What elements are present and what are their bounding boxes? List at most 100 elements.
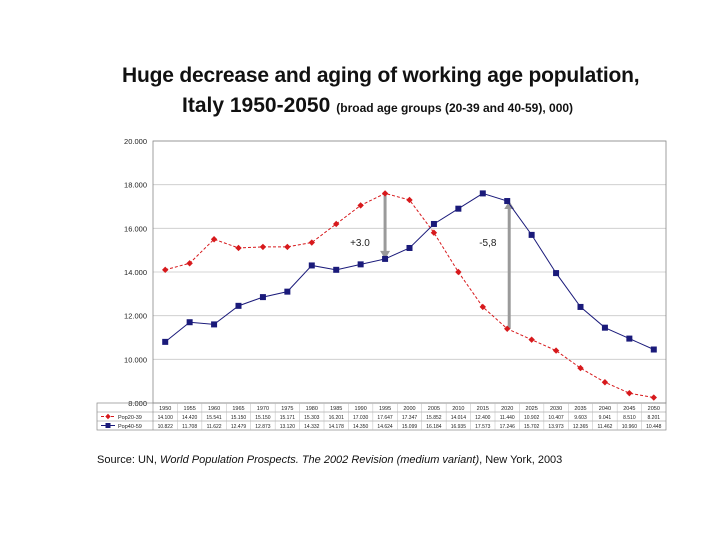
annotation-label: -5,8	[479, 238, 497, 249]
data-point	[382, 255, 389, 262]
table-value: 17.573	[475, 424, 491, 430]
data-point	[406, 196, 413, 204]
table-value: 10.822	[158, 424, 174, 430]
table-value: 14.350	[353, 424, 369, 430]
subtitle-main: Italy 1950-2050	[182, 94, 331, 117]
data-point	[577, 364, 584, 372]
data-point	[479, 190, 486, 197]
data-point	[455, 268, 462, 276]
data-point	[577, 303, 584, 310]
table-value: 10.407	[548, 415, 564, 421]
table-value: 15.171	[280, 415, 296, 421]
table-value: 14.100	[158, 415, 174, 421]
table-value: 9.041	[599, 415, 612, 421]
x-tick-label: 1980	[306, 406, 318, 412]
table-value: 15.150	[255, 415, 271, 421]
source-prefix: Source: UN,	[97, 454, 160, 466]
table-value: 15.541	[206, 415, 222, 421]
table-value: 15.852	[426, 415, 442, 421]
data-point	[357, 261, 364, 268]
table-value: 16.201	[329, 415, 345, 421]
data-point	[552, 347, 560, 354]
data-point	[406, 244, 413, 251]
table-value: 8.510	[623, 415, 636, 421]
table-value: 14.178	[329, 424, 345, 430]
data-point	[284, 243, 291, 251]
data-point	[259, 243, 267, 251]
data-table	[96, 402, 667, 431]
x-tick-label: 1970	[257, 406, 269, 412]
legend-label: Pop20-39	[118, 415, 142, 421]
table-value: 15.702	[524, 424, 540, 430]
x-tick-label: 1975	[281, 406, 293, 412]
x-tick-label: 1955	[184, 406, 196, 412]
table-value: 14.332	[304, 424, 320, 430]
y-tick-label: 18.000	[124, 181, 147, 190]
table-value: 9.603	[574, 415, 587, 421]
data-point	[235, 244, 242, 252]
data-point	[626, 389, 633, 397]
table-value: 14.014	[451, 415, 467, 421]
table-value: 16.184	[426, 424, 442, 430]
table-value: 10.448	[646, 424, 662, 430]
table-value: 13.973	[548, 424, 564, 430]
x-tick-label: 1965	[232, 406, 244, 412]
table-value: 10.960	[622, 424, 638, 430]
x-tick-label: 2010	[452, 406, 464, 412]
data-point	[504, 325, 511, 332]
y-tick-label: 20.000	[124, 137, 147, 146]
table-value: 14.624	[377, 424, 393, 430]
data-point	[479, 303, 486, 311]
data-point	[601, 379, 609, 386]
table-value: 16.935	[451, 424, 467, 430]
x-tick-label: 1995	[379, 406, 391, 412]
x-tick-label: 2050	[648, 406, 660, 412]
data-point	[601, 324, 608, 331]
data-point	[333, 220, 340, 228]
chart-title: Huge decrease and aging of working age p…	[122, 64, 640, 87]
data-point	[308, 239, 315, 246]
table-value: 12.400	[475, 415, 491, 421]
legend-marker	[105, 413, 111, 420]
y-tick-label: 16.000	[124, 224, 147, 233]
table-value: 15.150	[231, 415, 247, 421]
data-point	[504, 198, 511, 205]
data-point	[430, 220, 437, 227]
source-title: World Population Prospects. The 2002 Rev…	[159, 454, 480, 466]
chart-subtitle: Italy 1950-2050 (broad age groups (20-39 …	[182, 94, 573, 118]
source-suffix: , New York, 2003	[479, 454, 563, 466]
table-value: 11.440	[500, 415, 515, 421]
data-point	[528, 231, 535, 238]
data-point	[259, 294, 266, 301]
x-tick-label: 1985	[330, 406, 342, 412]
x-tick-label: 2000	[403, 406, 415, 412]
x-tick-label: 2025	[526, 406, 538, 412]
x-tick-label: 2005	[428, 406, 440, 412]
data-point	[235, 302, 242, 309]
data-point	[381, 190, 389, 197]
data-point	[211, 321, 218, 328]
data-point	[455, 205, 462, 212]
table-value: 12.873	[255, 424, 271, 430]
source-note: Source: UN, World Population Prospects. …	[97, 454, 562, 466]
table-value: 15.303	[304, 415, 320, 421]
y-tick-label: 12.000	[124, 312, 147, 321]
table-value: 13.120	[280, 424, 296, 430]
x-tick-label: 2020	[501, 406, 513, 412]
data-point	[186, 260, 193, 267]
table-value: 11.622	[207, 424, 222, 430]
data-point	[308, 262, 315, 269]
data-point	[162, 266, 169, 274]
x-tick-label: 2035	[574, 406, 586, 412]
table-value: 17.347	[402, 415, 418, 421]
legend-marker	[105, 423, 111, 428]
table-value: 8.201	[648, 415, 661, 421]
data-point	[333, 266, 340, 273]
table-value: 11.708	[182, 424, 197, 430]
subtitle-note: (broad age groups (20-39 and 40-59), 000…	[336, 101, 574, 115]
y-tick-label: 14.000	[124, 268, 147, 277]
annotation-arrowhead	[380, 250, 391, 259]
data-point	[650, 346, 657, 353]
series-line	[164, 192, 654, 350]
data-point	[626, 335, 633, 342]
